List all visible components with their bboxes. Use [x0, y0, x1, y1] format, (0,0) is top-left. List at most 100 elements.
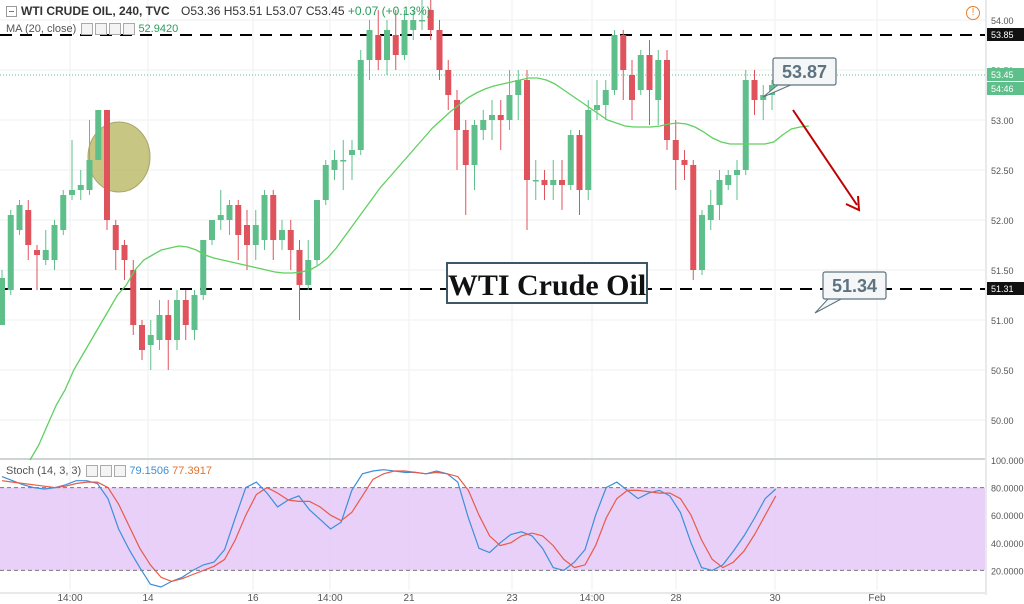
callout-resistance-box [772, 57, 837, 86]
candle-body [191, 295, 198, 330]
ma-label[interactable]: MA (20, close) [6, 23, 77, 35]
candle-body [559, 180, 565, 185]
ma-legend: MA (20, close) 52.9420 [6, 23, 178, 36]
candle-body [454, 100, 460, 130]
candle-body [532, 180, 539, 182]
y-tick-label: 52.00 [991, 216, 1014, 226]
candle-body [296, 250, 303, 285]
candle-body [550, 180, 557, 185]
x-tick-label: 14:00 [317, 593, 342, 604]
candle-body [279, 230, 285, 240]
candle-body [489, 115, 495, 120]
settings-icon[interactable] [95, 23, 108, 36]
candle-body [16, 205, 23, 230]
candle-body [611, 35, 618, 90]
y-tick-label: 53.00 [991, 116, 1014, 126]
candle-body [646, 55, 653, 90]
candle-body [445, 70, 452, 95]
candle-body [34, 250, 40, 255]
candle-body [7, 215, 14, 290]
ohlc-close: C53.45 [305, 4, 345, 18]
stoch-visibility-icon[interactable] [86, 465, 99, 478]
y-tick-label: 51.50 [991, 266, 1014, 276]
candle-body [751, 80, 758, 100]
candle-body [427, 10, 434, 30]
candle-body [734, 170, 740, 175]
candle-body [471, 125, 478, 165]
candle-body [314, 200, 320, 260]
x-tick-label: 23 [506, 593, 518, 604]
candle-body [217, 215, 224, 220]
candle-body [95, 110, 102, 160]
candle-body [209, 220, 215, 240]
candle-body [130, 270, 137, 325]
callout-support-box [822, 271, 887, 300]
candle-body [366, 30, 373, 60]
candle-body [287, 230, 294, 250]
candle-body [637, 55, 644, 90]
candle-body [69, 190, 75, 195]
stoch-d-value: 77.3917 [172, 465, 212, 477]
candle-body [156, 315, 163, 340]
symbol-name[interactable]: WTI CRUDE OIL, 240, TVC [21, 4, 170, 18]
candle-body [497, 115, 504, 120]
candle-body [602, 90, 609, 105]
candle-body [567, 135, 574, 185]
candle-body [174, 300, 180, 340]
remove-icon[interactable] [123, 23, 136, 36]
alert-icon[interactable]: ! [966, 6, 980, 20]
candle-body [182, 300, 189, 325]
resistance-price-tag-bg [987, 28, 1024, 41]
candle-body [331, 160, 338, 170]
chart-title: WTI Crude Oil [448, 269, 646, 302]
candle-body [305, 260, 312, 285]
stoch-band [0, 487, 985, 571]
stoch-line-k [1, 469, 777, 588]
stoch-y-tick-label: 100.0000 [991, 456, 1024, 466]
countdown-tag-bg [987, 82, 1024, 95]
ohlc-open: O53.36 [181, 4, 221, 18]
callout-resistance-label: 53.87 [782, 62, 827, 82]
x-tick-label: 30 [769, 593, 781, 604]
support-price-tag: 51.31 [991, 284, 1014, 294]
stoch-remove-icon[interactable] [114, 465, 127, 478]
ohlc-high: H53.51 [223, 4, 263, 18]
add-icon[interactable] [109, 23, 122, 36]
x-tick-label: 16 [247, 593, 259, 604]
y-tick-label: 51.00 [991, 316, 1014, 326]
candle-body [699, 215, 705, 270]
candle-body [0, 278, 5, 325]
collapse-icon[interactable] [6, 6, 17, 18]
candle-body [629, 75, 635, 100]
candle-body [725, 175, 732, 185]
candle-body [690, 165, 697, 270]
callout-resistance-tail [762, 83, 794, 98]
candle-body [436, 30, 443, 70]
candle-body [112, 225, 119, 250]
stoch-settings-icon[interactable] [100, 465, 113, 478]
candle-body [77, 185, 84, 190]
stoch-y-tick-label: 40.0000 [991, 539, 1024, 549]
candle-body [270, 195, 277, 240]
candle-body [375, 35, 382, 60]
y-tick-label: 52.50 [991, 166, 1014, 176]
candle-body [620, 35, 627, 70]
stoch-line-d [1, 470, 777, 583]
callout-support-label: 51.34 [832, 276, 877, 296]
stoch-y-tick-label: 80.0000 [991, 484, 1024, 494]
candle-body [419, 20, 425, 22]
stoch-legend: Stoch (14, 3, 3) 79.1506 77.3917 [6, 465, 212, 478]
candle-body [672, 140, 679, 160]
ohlc-low: L53.07 [265, 4, 303, 18]
candle-body [585, 110, 592, 190]
forecast-arrow [792, 109, 858, 206]
candle-body [244, 225, 250, 245]
candle-body [541, 180, 548, 185]
candle-body [200, 240, 207, 295]
candle-body [760, 95, 767, 100]
support-price-tag-bg [987, 282, 1024, 295]
stoch-label[interactable]: Stoch (14, 3, 3) [6, 465, 82, 477]
visibility-icon[interactable] [81, 23, 94, 36]
candle-body [664, 60, 670, 140]
